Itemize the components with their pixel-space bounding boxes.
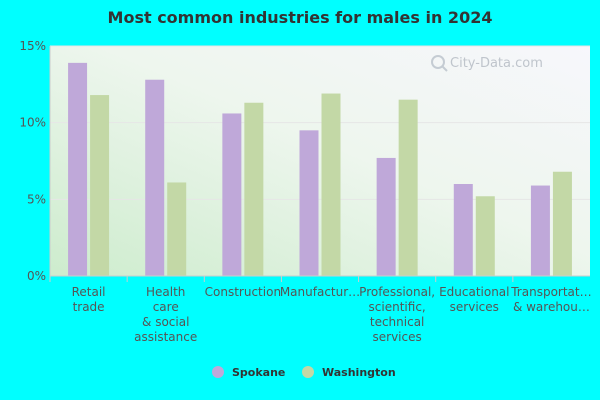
x-tick-label-line: assistance (134, 330, 197, 344)
y-tick-label: 0% (27, 269, 46, 283)
bar-spokane (453, 184, 473, 276)
x-tick-label: Retail trade (72, 285, 106, 314)
x-tick-label: Health care & social assistance (134, 285, 197, 344)
x-tick-label-line: care (153, 300, 179, 314)
bar-washington (475, 196, 495, 276)
bar-washington (321, 93, 341, 277)
plot-area (50, 46, 590, 276)
x-tick-label-line: Manufactur… (280, 285, 360, 299)
legend: Spokane Washington (212, 366, 396, 379)
chart-title: Most common industries for males in 2024 (107, 8, 493, 27)
watermark-magnifier-icon (431, 55, 445, 69)
x-tick-label: Transportat… & warehou… (510, 285, 591, 314)
x-tick-label-line: services (450, 300, 499, 314)
y-tick-label: 15% (19, 39, 46, 53)
bars (68, 62, 572, 277)
x-tick-label-line: & social (142, 315, 189, 329)
legend-swatch (302, 366, 314, 378)
x-tick-label: Construction (205, 285, 281, 299)
y-tick-label: 5% (27, 192, 46, 206)
x-tick-label-line: & warehou… (513, 300, 590, 314)
x-tick-label-line: services (373, 330, 422, 344)
watermark-text: City-Data.com (450, 56, 543, 71)
bar-spokane (222, 113, 242, 276)
bar-washington (398, 99, 418, 277)
x-tick-label-line: Educational (439, 285, 509, 299)
bar-spokane (299, 130, 319, 276)
gridlines (50, 45, 590, 200)
watermark: City-Data.com (431, 55, 543, 72)
legend-label: Washington (322, 366, 396, 379)
x-tick-label-line: scientific, (369, 300, 426, 314)
bar-spokane (376, 157, 396, 276)
legend-label: Spokane (232, 366, 285, 379)
x-tick-label-line: Health (146, 285, 185, 299)
bar-washington (90, 95, 110, 276)
x-tick-label: Educational services (439, 285, 509, 314)
axes: 0% 5% 10% 15% Retail trade Health care & social a… (19, 39, 591, 344)
x-tick-label: Manufactur… (280, 285, 360, 299)
x-tick-label-line: Transportat… (510, 285, 591, 299)
bar-spokane (68, 62, 88, 276)
x-tick-label-line: Retail (72, 285, 106, 299)
x-tick-label-line: Professional, (359, 285, 435, 299)
bar-washington (244, 102, 264, 276)
y-tick-label: 10% (19, 116, 46, 130)
x-tick-label-line: trade (73, 300, 105, 314)
bar-spokane (145, 79, 165, 276)
bar-spokane (530, 185, 550, 276)
legend-swatch (212, 366, 224, 378)
x-tick-label-line: technical (370, 315, 425, 329)
x-tick-label-line: Construction (205, 285, 281, 299)
x-tick-label: Professional, scientific, technical service… (359, 285, 435, 344)
bar-washington (552, 171, 572, 276)
bar-washington (167, 182, 187, 276)
